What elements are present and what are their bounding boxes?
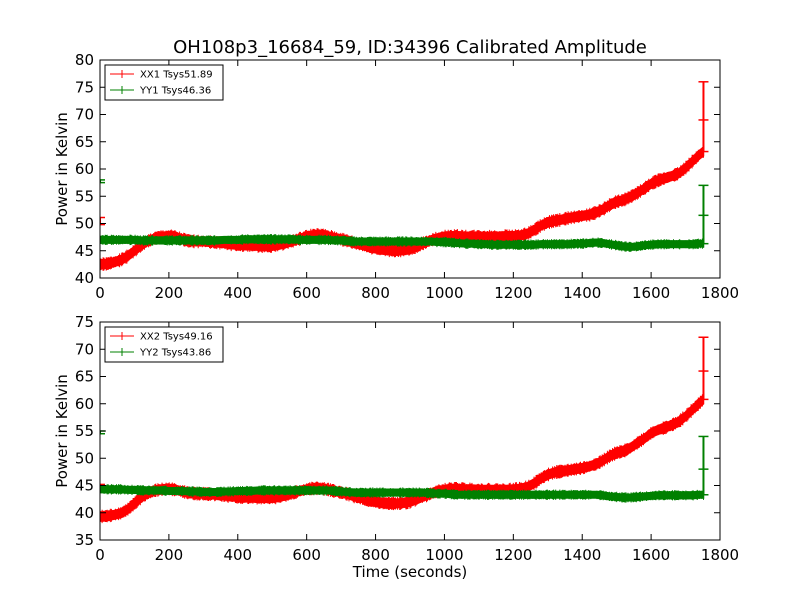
top-panel: 0 200 400 600 800 1000 1200 1400 1600 1800 40 45 50 5… xyxy=(53,51,739,302)
bottom-x-tick-label: 1000 xyxy=(425,546,463,564)
bottom-x-tick-label: 200 xyxy=(155,546,184,564)
bottom-y-tick-label: 40 xyxy=(75,504,94,522)
bottom-y-tick-label: 75 xyxy=(75,313,94,331)
top-y-tick-label: 80 xyxy=(75,51,94,69)
top-legend: XX1 Tsys51.89 YY1 Tsys46.36 xyxy=(104,64,224,101)
top-x-tick-label: 1600 xyxy=(632,284,670,302)
bottom-panel: 0 200 400 600 800 1000 1200 1400 1600 1800 35 40 45 5… xyxy=(53,313,739,581)
bottom-x-tick-label: 1800 xyxy=(701,546,739,564)
bottom-x-tick-label: 800 xyxy=(361,546,390,564)
top-legend-box xyxy=(104,64,224,101)
top-y-tick-label: 65 xyxy=(75,133,94,151)
bottom-series-layer xyxy=(100,336,709,524)
top-x-tick-label: 600 xyxy=(292,284,321,302)
top-series-jitter-red xyxy=(100,145,704,271)
top-ticks-layer: 0 200 400 600 800 1000 1200 1400 1600 1800 40 45 50 5… xyxy=(75,51,739,302)
bottom-series-jitter-green xyxy=(100,484,704,503)
bottom-ticks-layer: 0 200 400 600 800 1000 1200 1400 1600 1800 35 40 45 5… xyxy=(75,313,739,564)
top-x-tick-label: 800 xyxy=(361,284,390,302)
top-x-tick-label: 1800 xyxy=(701,284,739,302)
top-legend-label-red: XX1 Tsys51.89 xyxy=(140,70,213,81)
bottom-y-axis-label: Power in Kelvin xyxy=(53,374,71,488)
bottom-legend-label-red: XX2 Tsys49.16 xyxy=(140,332,213,343)
top-legend-entry-green: YY1 Tsys46.36 xyxy=(110,86,211,97)
bottom-y-tick-label: 35 xyxy=(75,531,94,549)
bottom-legend-box xyxy=(104,326,224,363)
bottom-x-tick-label: 1400 xyxy=(563,546,601,564)
bottom-x-tick-label: 600 xyxy=(292,546,321,564)
bottom-series-jitter-red xyxy=(100,394,704,524)
top-y-axis-label: Power in Kelvin xyxy=(53,112,71,226)
top-y-tick-label: 70 xyxy=(75,106,94,124)
top-x-tick-label: 1400 xyxy=(563,284,601,302)
top-y-tick-label: 45 xyxy=(75,242,94,260)
bottom-y-tick-label: 45 xyxy=(75,477,94,495)
chart-title: OH108p3_16684_59, ID:34396 Calibrated Am… xyxy=(173,37,647,58)
bottom-legend-label-green: YY2 Tsys43.86 xyxy=(139,348,211,359)
bottom-y-tick-label: 65 xyxy=(75,368,94,386)
top-x-tick-label: 200 xyxy=(155,284,184,302)
top-x-tick-label: 0 xyxy=(95,284,105,302)
top-y-tick-label: 55 xyxy=(75,187,94,205)
bottom-y-tick-label: 50 xyxy=(75,449,94,467)
top-x-tick-label: 400 xyxy=(223,284,252,302)
top-x-tick-label: 1200 xyxy=(494,284,532,302)
top-y-tick-label: 50 xyxy=(75,215,94,233)
top-series-jitter-green xyxy=(100,234,704,252)
top-y-tick-label: 40 xyxy=(75,269,94,287)
bottom-x-tick-label: 1600 xyxy=(632,546,670,564)
bottom-x-tick-label: 0 xyxy=(95,546,105,564)
top-legend-entry-red: XX1 Tsys51.89 xyxy=(110,70,213,81)
bottom-y-tick-label: 70 xyxy=(75,340,94,358)
bottom-y-tick-label: 55 xyxy=(75,422,94,440)
bottom-y-tick-label: 60 xyxy=(75,395,94,413)
top-y-tick-label: 75 xyxy=(75,78,94,96)
bottom-legend-entry-red: XX2 Tsys49.16 xyxy=(110,332,213,343)
bottom-legend-entry-green: YY2 Tsys43.86 xyxy=(110,348,211,359)
bottom-x-tick-label: 1200 xyxy=(494,546,532,564)
top-series-layer xyxy=(100,81,709,271)
top-y-tick-label: 60 xyxy=(75,160,94,178)
bottom-legend: XX2 Tsys49.16 YY2 Tsys43.86 xyxy=(104,326,224,363)
bottom-x-tick-label: 400 xyxy=(223,546,252,564)
x-axis-label: Time (seconds) xyxy=(352,563,468,581)
top-legend-label-green: YY1 Tsys46.36 xyxy=(139,86,211,97)
top-x-tick-label: 1000 xyxy=(425,284,463,302)
